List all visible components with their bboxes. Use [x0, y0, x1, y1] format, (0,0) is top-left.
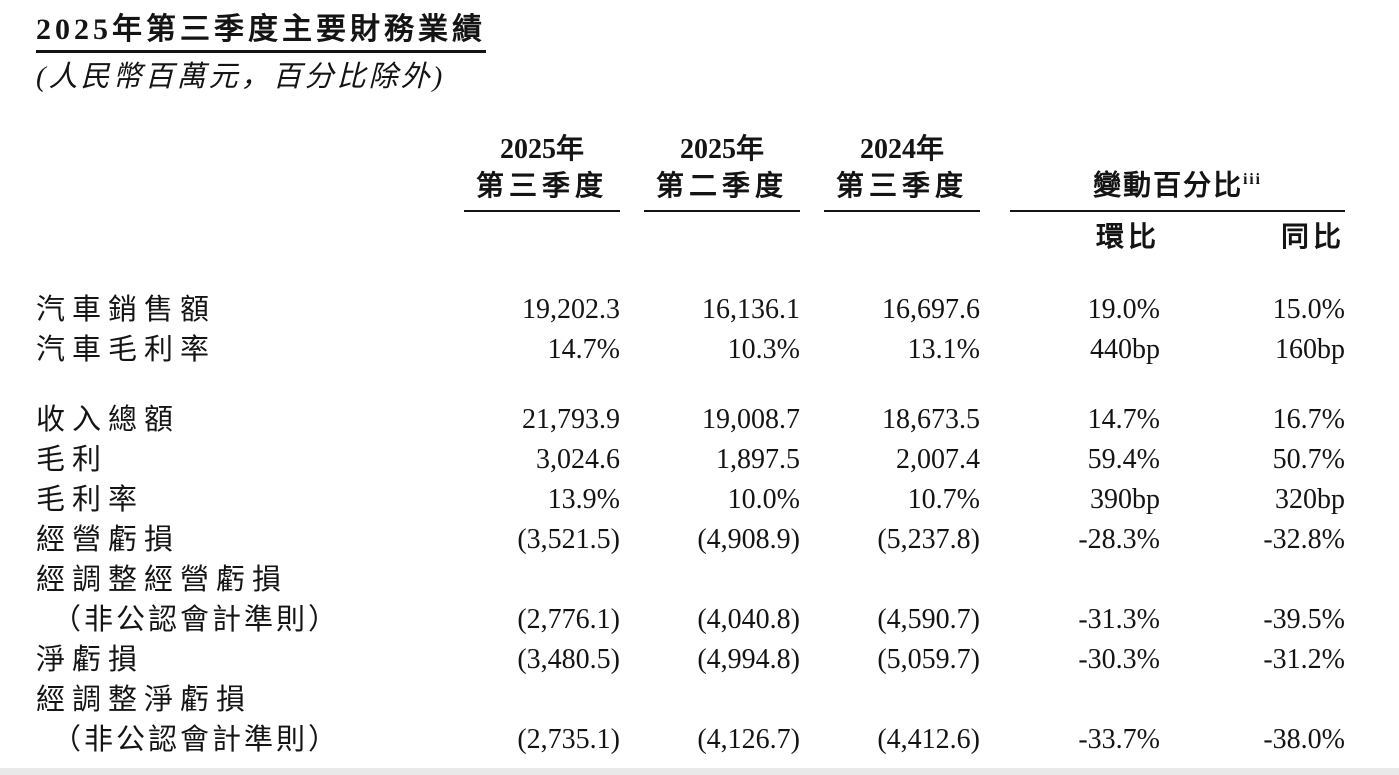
col-header-2025-q3: 2025年 第三季度: [464, 131, 620, 212]
col-header-year: 2025年: [679, 133, 764, 165]
cell-q3-2024: (5,059.7): [877, 643, 980, 675]
col-header-2025-q2: 2025年 第二季度: [644, 131, 800, 212]
row-label: 淨虧損: [36, 643, 145, 676]
col-header-change-percentage: 變動百分比iii: [1010, 161, 1345, 212]
cell-q3-2025: 21,793.9: [522, 403, 620, 435]
col-header-quarter: 第二季度: [655, 170, 788, 202]
cell-q3-2025: (3,480.5): [517, 643, 620, 675]
cell-qoq: -28.3%: [1078, 523, 1160, 555]
header-cell-change: 變動百分比iii: [980, 161, 1345, 212]
cell-yoy: -39.5%: [1263, 603, 1345, 635]
cell-yoy: 15.0%: [1272, 293, 1345, 325]
cell-q2-2025: 19,008.7: [702, 403, 800, 435]
col-header-year: 2025年: [499, 133, 584, 165]
row-label: 經營虧損: [36, 523, 181, 556]
header-cell-2024-q3: 2024年 第三季度: [800, 131, 980, 212]
cell-qoq: -30.3%: [1078, 643, 1160, 675]
cell-q3-2025: 13.9%: [547, 483, 620, 515]
subheader-qoq: 環比: [1095, 221, 1160, 253]
col-header-2024-q3: 2024年 第三季度: [824, 131, 980, 212]
table-header-row: 2025年 第三季度 2025年 第二季度 2024年 第三季度 變動百分比ii…: [36, 131, 1381, 212]
cell-qoq: -33.7%: [1078, 723, 1160, 755]
row-spacer: [36, 370, 1381, 400]
cell-q3-2025: (3,521.5): [517, 523, 620, 555]
cell-q3-2024: 13.1%: [907, 333, 980, 365]
cell-yoy: 320bp: [1275, 483, 1345, 515]
cell-q3-2024: (5,237.8): [877, 523, 980, 555]
row-label: 毛利: [36, 443, 109, 476]
cell-q2-2025: (4,126.7): [697, 723, 800, 755]
header-cell-2025-q3: 2025年 第三季度: [464, 131, 620, 212]
table-row-vehicle-sales: 汽車銷售額 19,202.3 16,136.1 16,697.6 19.0% 1…: [36, 290, 1381, 330]
title-block: 2025年第三季度主要財務業績 (人民幣百萬元，百分比除外): [36, 12, 1381, 95]
financial-table: 2025年 第三季度 2025年 第二季度 2024年 第三季度 變動百分比ii…: [36, 131, 1381, 760]
row-label: 經調整淨虧損 （非公認會計準則）: [36, 680, 464, 760]
cell-yoy: -31.2%: [1263, 643, 1345, 675]
table-row-gross-profit: 毛利 3,024.6 1,897.5 2,007.4 59.4% 50.7%: [36, 440, 1381, 480]
cell-qoq: 59.4%: [1087, 443, 1160, 475]
cell-q3-2024: 10.7%: [907, 483, 980, 515]
row-label-line1: 經調整經營虧損: [36, 563, 289, 596]
header-cell-2025-q2: 2025年 第二季度: [620, 131, 800, 212]
col-header-year: 2024年: [859, 133, 944, 165]
cell-q3-2025: 14.7%: [547, 333, 620, 365]
cell-qoq: 440bp: [1090, 333, 1160, 365]
cell-q3-2024: 16,697.6: [882, 293, 980, 325]
table-row-adjusted-operating-loss: 經調整經營虧損 （非公認會計準則） (2,776.1) (4,040.8) (4…: [36, 560, 1381, 640]
empty-cell: [464, 248, 620, 256]
cell-yoy: 16.7%: [1272, 403, 1345, 435]
cell-q3-2024: 2,007.4: [896, 443, 980, 475]
col-header-quarter: 第三季度: [835, 170, 968, 202]
table-row-operating-loss: 經營虧損 (3,521.5) (4,908.9) (5,237.8) -28.3…: [36, 520, 1381, 560]
cell-q3-2024: (4,590.7): [877, 603, 980, 635]
table-row-adjusted-net-loss: 經調整淨虧損 （非公認會計準則） (2,735.1) (4,126.7) (4,…: [36, 680, 1381, 760]
cell-qoq: -31.3%: [1078, 603, 1160, 635]
empty-cell: [800, 248, 980, 256]
cell-q2-2025: (4,040.8): [697, 603, 800, 635]
change-header-text: 變動百分比: [1093, 170, 1244, 202]
row-label: 毛利率: [36, 483, 145, 516]
cell-yoy: -32.8%: [1263, 523, 1345, 555]
row-label-line2: （非公認會計準則）: [52, 603, 341, 636]
row-label: 汽車銷售額: [36, 293, 217, 326]
cell-q3-2024: 18,673.5: [882, 403, 980, 435]
cell-qoq: 14.7%: [1087, 403, 1160, 435]
cell-q2-2025: 10.3%: [727, 333, 800, 365]
cell-q3-2025: (2,735.1): [517, 723, 620, 755]
cell-yoy: 160bp: [1275, 333, 1345, 365]
page-title: 2025年第三季度主要財務業績: [36, 12, 486, 53]
cell-q2-2025: (4,908.9): [697, 523, 800, 555]
table-row-vehicle-margin: 汽車毛利率 14.7% 10.3% 13.1% 440bp 160bp: [36, 330, 1381, 370]
subheader-yoy: 同比: [1280, 221, 1345, 253]
row-label-line1: 經調整淨虧損: [36, 683, 253, 716]
row-label-line2: （非公認會計準則）: [52, 723, 341, 756]
table-row-total-revenues: 收入總額 21,793.9 19,008.7 18,673.5 14.7% 16…: [36, 400, 1381, 440]
row-label: 收入總額: [36, 403, 181, 436]
cell-qoq: 19.0%: [1087, 293, 1160, 325]
page-bottom-edge: [0, 768, 1399, 775]
row-label: 經調整經營虧損 （非公認會計準則）: [36, 560, 464, 640]
cell-q2-2025: (4,994.8): [697, 643, 800, 675]
cell-q3-2024: (4,412.6): [877, 723, 980, 755]
change-header-footnote: iii: [1243, 171, 1262, 189]
table-row-gross-margin: 毛利率 13.9% 10.0% 10.7% 390bp 320bp: [36, 480, 1381, 520]
cell-q2-2025: 16,136.1: [702, 293, 800, 325]
cell-q2-2025: 1,897.5: [716, 443, 800, 475]
cell-q3-2025: 19,202.3: [522, 293, 620, 325]
cell-yoy: 50.7%: [1272, 443, 1345, 475]
table-subheader-row: 環比 同比: [36, 212, 1381, 256]
cell-q3-2025: (2,776.1): [517, 603, 620, 635]
empty-cell: [620, 248, 800, 256]
cell-yoy: -38.0%: [1263, 723, 1345, 755]
page-subtitle: (人民幣百萬元，百分比除外): [36, 61, 446, 93]
cell-qoq: 390bp: [1090, 483, 1160, 515]
row-label: 汽車毛利率: [36, 333, 217, 366]
col-header-quarter: 第三季度: [475, 170, 608, 202]
cell-q3-2025: 3,024.6: [536, 443, 620, 475]
cell-q2-2025: 10.0%: [727, 483, 800, 515]
empty-cell: [36, 248, 464, 256]
table-row-net-loss: 淨虧損 (3,480.5) (4,994.8) (5,059.7) -30.3%…: [36, 640, 1381, 680]
